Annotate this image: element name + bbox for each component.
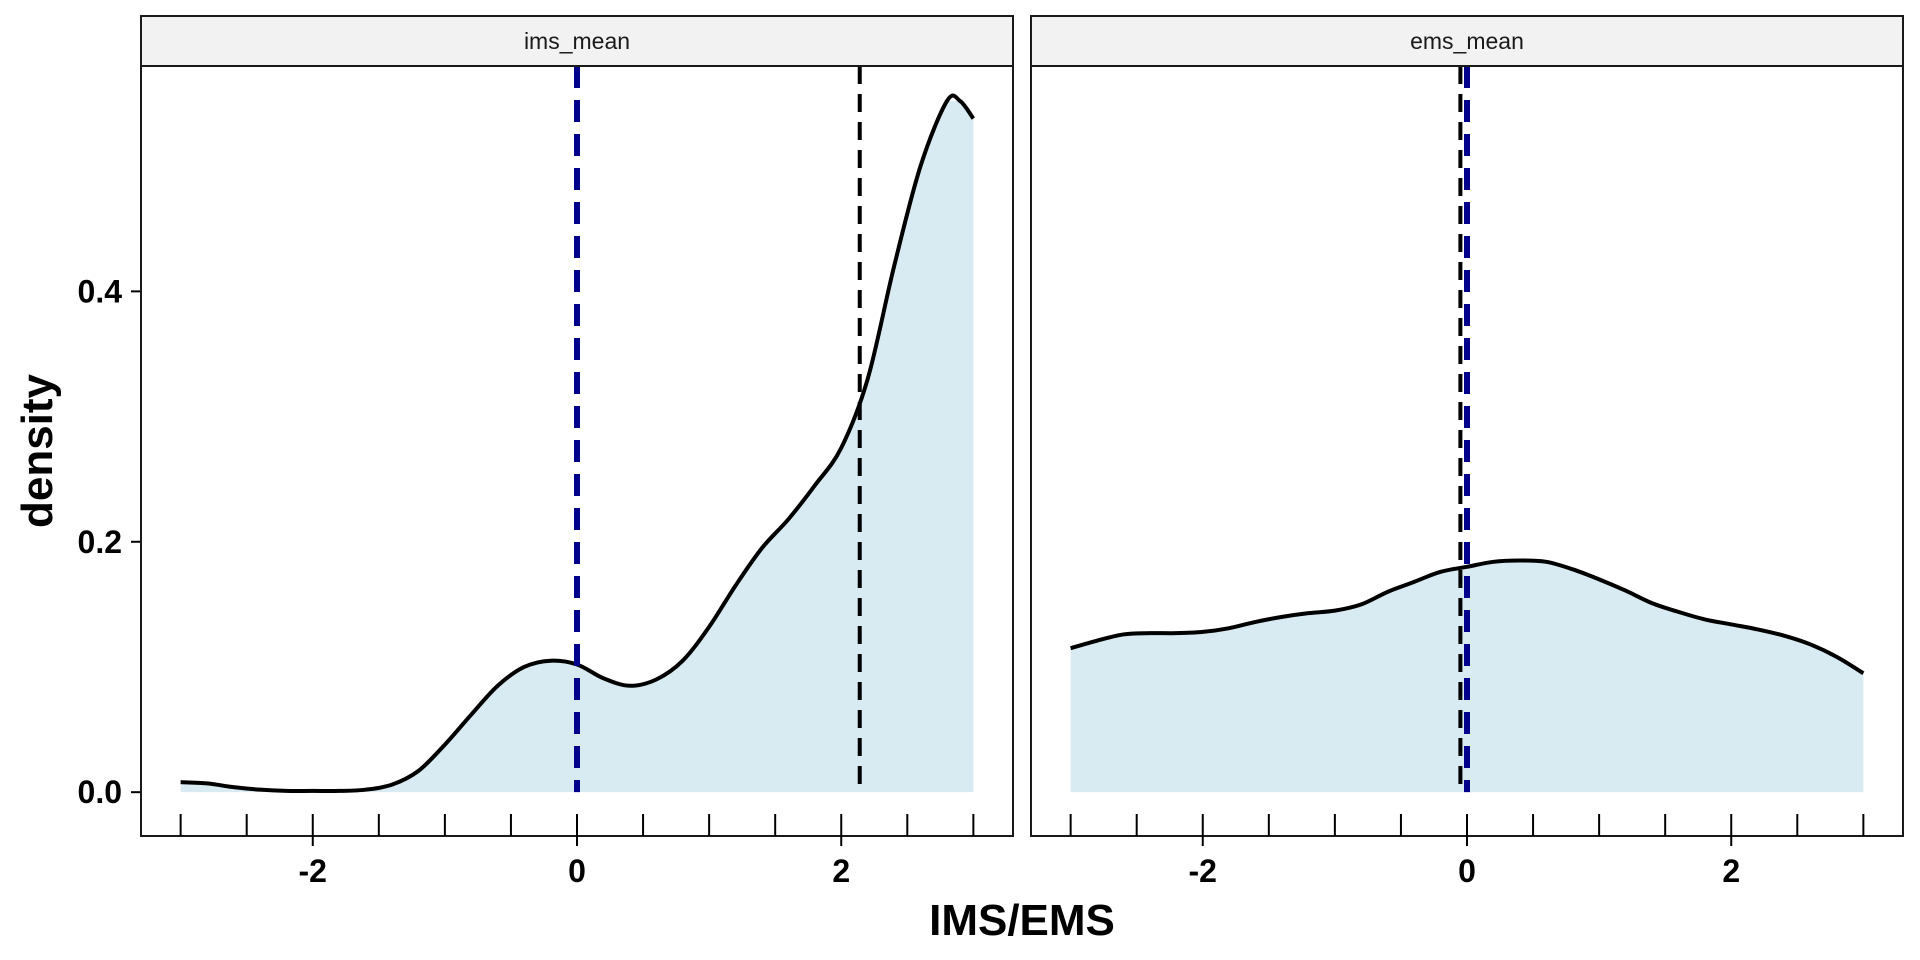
density-area	[1070, 560, 1864, 793]
x-tick-label: 2	[832, 853, 850, 889]
x-tick-label: -2	[1189, 853, 1217, 889]
x-tick-label: 0	[1458, 853, 1476, 889]
facet-strip-label: ems_mean	[1410, 28, 1524, 54]
y-axis-title: density	[13, 373, 62, 528]
y-tick-label: 0.2	[78, 524, 122, 560]
facet-strip	[1030, 15, 1904, 67]
facet-strip-label: ims_mean	[524, 28, 630, 54]
x-tick-label: 2	[1722, 853, 1740, 889]
density-line	[180, 93, 976, 794]
x-axis-title: IMS/EMS	[929, 896, 1115, 945]
facet-strip	[140, 15, 1014, 67]
y-tick-label: 0.4	[78, 273, 123, 309]
density-area	[180, 101, 974, 793]
density-line	[1070, 558, 1865, 675]
y-tick-label: 0.0	[78, 774, 122, 810]
x-tick-label: -2	[299, 853, 327, 889]
x-tick-label: 0	[568, 853, 586, 889]
